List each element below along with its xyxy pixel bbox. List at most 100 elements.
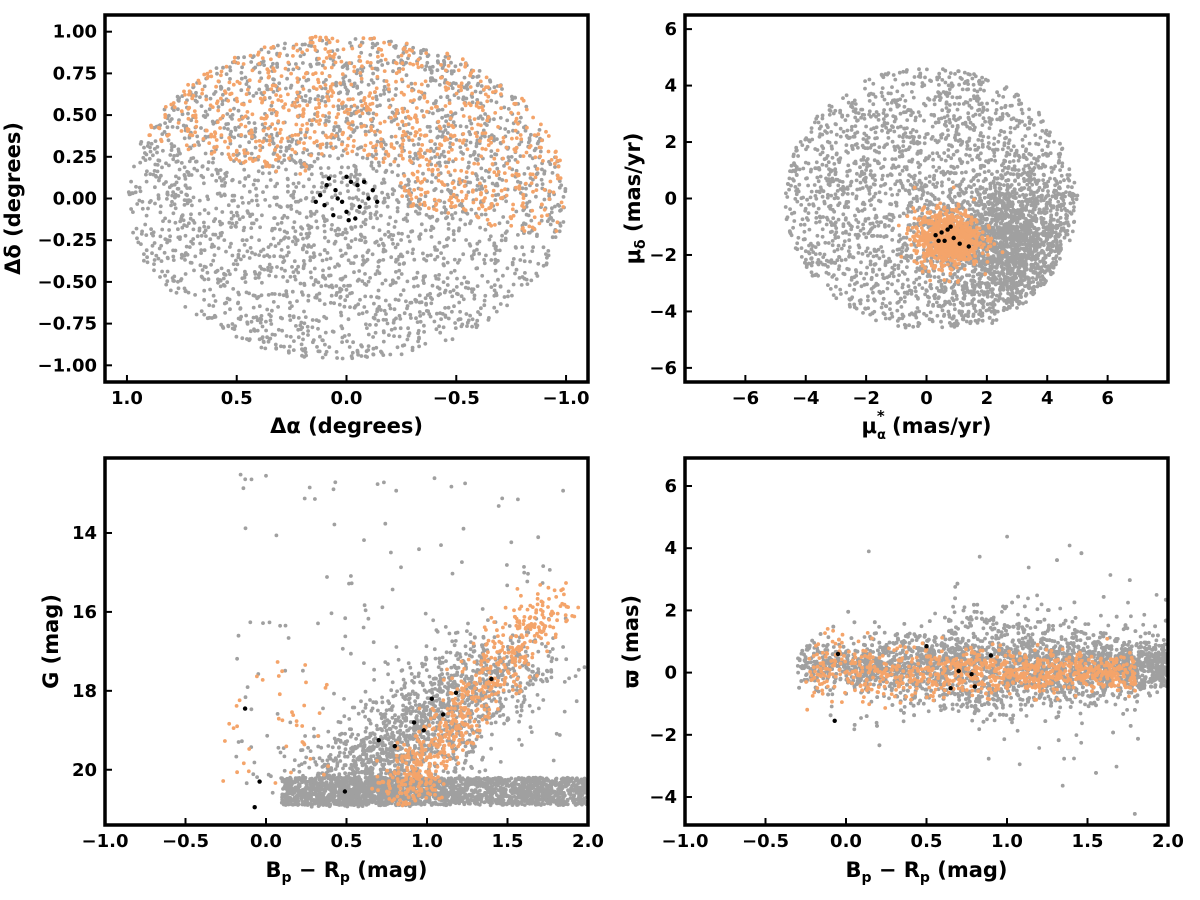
- members-point: [495, 202, 500, 207]
- field-point: [147, 156, 152, 161]
- members-point: [191, 113, 195, 118]
- field-point: [971, 312, 976, 317]
- members-point: [451, 142, 455, 147]
- members-point: [419, 187, 424, 192]
- field-point: [366, 348, 371, 352]
- members-point: [399, 53, 404, 58]
- members-point: [454, 195, 459, 200]
- field-point: [214, 178, 219, 183]
- field-point: [263, 198, 268, 202]
- members-point: [530, 208, 535, 213]
- field-point: [499, 238, 504, 243]
- members-point: [517, 184, 522, 189]
- members-point: [300, 123, 305, 127]
- field-point: [359, 224, 364, 229]
- field-point: [192, 221, 197, 225]
- members-point: [328, 49, 332, 54]
- field-point: [176, 107, 180, 112]
- field-point: [282, 236, 286, 241]
- members-point: [191, 83, 196, 87]
- field-point: [240, 336, 245, 341]
- field-point: [898, 179, 903, 184]
- field-point: [896, 125, 900, 130]
- field-point: [482, 257, 486, 262]
- field-point: [270, 332, 275, 337]
- field-point: [474, 188, 479, 192]
- field-point: [439, 189, 444, 194]
- field-point: [303, 94, 308, 98]
- field-point: [163, 237, 168, 242]
- field-point: [136, 240, 141, 245]
- members-point: [329, 65, 334, 70]
- field-point: [202, 264, 207, 269]
- members-point: [561, 205, 566, 209]
- members-point: [368, 36, 373, 41]
- field-point: [333, 265, 337, 269]
- field-point: [489, 285, 494, 289]
- members-point: [218, 126, 223, 130]
- field-point: [383, 249, 388, 253]
- field-point: [275, 62, 279, 67]
- field-point: [879, 305, 884, 310]
- field-point: [329, 227, 334, 232]
- members-point: [465, 147, 470, 152]
- field-point: [131, 230, 136, 235]
- field-point: [337, 302, 342, 307]
- field-point: [312, 243, 316, 248]
- field-point: [553, 204, 557, 209]
- field-point: [332, 179, 337, 184]
- field-point: [429, 224, 434, 229]
- field-point: [542, 197, 547, 202]
- members-point: [454, 91, 459, 96]
- members-point: [304, 70, 309, 75]
- field-point: [896, 324, 901, 328]
- field-point: [826, 241, 831, 245]
- field-point: [176, 99, 181, 103]
- field-point: [245, 249, 250, 254]
- field-point: [252, 121, 257, 125]
- members-point: [485, 99, 490, 104]
- members-point: [209, 151, 214, 156]
- field-point: [371, 352, 376, 357]
- members-point: [400, 61, 405, 66]
- field-point: [153, 162, 158, 167]
- field-point: [417, 336, 421, 341]
- field-point: [443, 315, 448, 319]
- field-point: [952, 114, 956, 118]
- field-point: [247, 291, 252, 296]
- field-point: [318, 166, 323, 171]
- field-point: [925, 67, 929, 72]
- field-point: [909, 113, 913, 118]
- core-point: [339, 199, 345, 204]
- field-point: [311, 340, 315, 345]
- field-point: [898, 172, 902, 177]
- field-point: [935, 151, 940, 156]
- field-point: [321, 174, 326, 179]
- field-point: [506, 294, 510, 299]
- field-point: [257, 238, 261, 243]
- field-point: [171, 157, 176, 162]
- field-point: [235, 213, 240, 218]
- field-point: [521, 252, 526, 257]
- field-point: [307, 88, 312, 93]
- field-point: [213, 232, 218, 237]
- field-point: [363, 240, 368, 245]
- field-point: [244, 313, 249, 318]
- field-point: [172, 202, 177, 207]
- members-point: [322, 59, 326, 64]
- members-point: [247, 78, 252, 83]
- field-point: [479, 306, 483, 311]
- field-point: [453, 211, 458, 215]
- field-point: [332, 174, 337, 179]
- members-point: [410, 49, 414, 53]
- field-point: [482, 261, 487, 266]
- field-point: [965, 160, 970, 165]
- members-point: [494, 173, 499, 178]
- field-point: [868, 312, 873, 317]
- field-point: [844, 143, 849, 148]
- members-point: [302, 141, 306, 146]
- field-point: [422, 323, 426, 328]
- field-point: [375, 67, 380, 72]
- field-point: [285, 279, 290, 284]
- field-point: [287, 344, 292, 349]
